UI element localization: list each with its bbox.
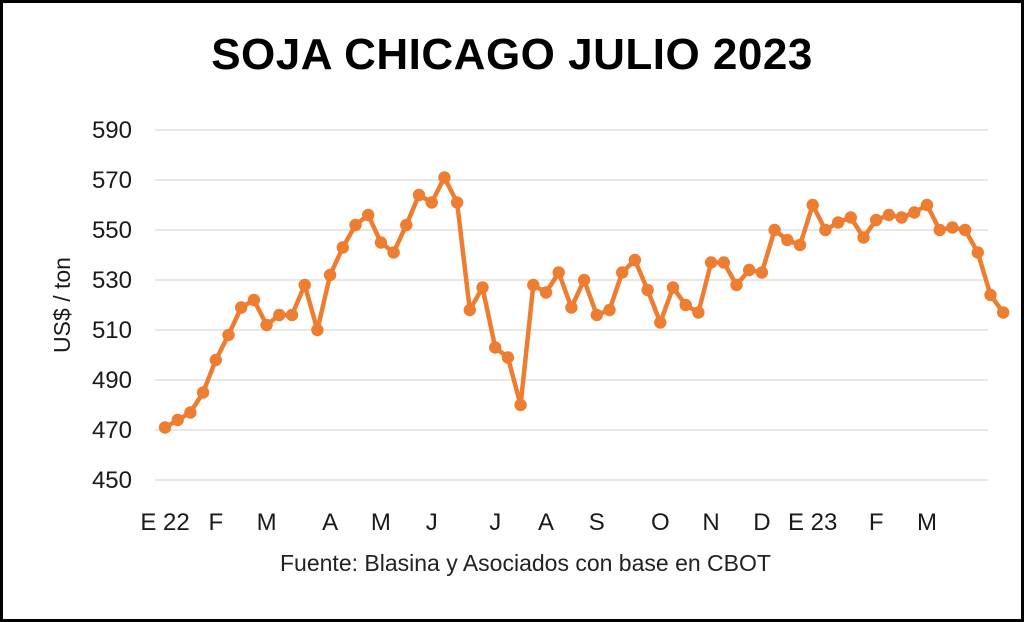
data-point: [577, 273, 591, 287]
data-point: [438, 171, 451, 184]
data-point: [717, 256, 730, 269]
data-point: [806, 198, 819, 212]
data-point: [831, 216, 845, 229]
data-point: [311, 323, 324, 337]
x-tick-label: M: [257, 509, 277, 536]
y-tick-label: 590: [92, 117, 132, 144]
data-point: [654, 316, 667, 329]
data-point: [412, 188, 426, 202]
data-point: [158, 421, 172, 434]
data-point: [882, 208, 896, 222]
data-point: [539, 286, 553, 299]
data-point: [222, 328, 235, 342]
x-tick-label: N: [702, 509, 719, 536]
data-point: [527, 278, 540, 292]
data-point: [552, 266, 565, 279]
data-point: [323, 268, 337, 282]
data-point: [819, 223, 832, 237]
data-point: [247, 293, 261, 307]
y-axis-label: US$ / ton: [49, 257, 75, 353]
data-point: [781, 233, 794, 247]
gridlines: [155, 129, 988, 481]
y-tick-label: 490: [92, 367, 132, 394]
data-point: [196, 386, 210, 399]
data-point: [730, 278, 743, 292]
y-tick-label: 570: [92, 167, 132, 194]
chart-title: SOJA CHICAGO JULIO 2023: [211, 30, 813, 79]
x-tick-labels: E 22 F M A M J J A S O N D E 23 F M: [140, 509, 937, 536]
data-point: [603, 303, 616, 317]
x-tick-label: A: [538, 509, 554, 536]
x-tick-label: S: [589, 509, 605, 536]
data-point: [793, 238, 807, 252]
y-tick-label: 470: [92, 417, 132, 444]
data-point: [489, 341, 502, 354]
y-tick-labels: 450 470 490 510 530 550 570 590: [92, 117, 132, 494]
data-point: [692, 306, 705, 319]
data-point: [946, 221, 959, 234]
data-point: [235, 301, 248, 314]
data-point: [349, 218, 362, 232]
data-point: [285, 308, 299, 322]
data-point: [908, 206, 921, 219]
y-tick-label: 510: [92, 317, 132, 344]
y-tick-label: 530: [92, 267, 132, 294]
data-point: [501, 351, 515, 364]
data-point: [565, 301, 578, 314]
data-point: [273, 308, 286, 322]
data-point: [997, 306, 1010, 319]
data-point: [857, 231, 870, 244]
data-point: [920, 198, 934, 212]
data-point: [298, 278, 311, 292]
data-point: [616, 266, 629, 279]
data-point: [463, 303, 476, 317]
y-tick-label: 450: [92, 467, 132, 494]
data-point: [895, 211, 908, 224]
x-tick-label: E 23: [788, 509, 837, 536]
data-point: [679, 298, 692, 312]
x-tick-label: J: [489, 509, 501, 536]
x-tick-label: M: [371, 509, 391, 536]
data-point: [844, 211, 857, 224]
data-point: [425, 196, 438, 209]
x-tick-label: F: [869, 509, 884, 536]
data-point: [400, 218, 413, 232]
data-point: [958, 223, 972, 237]
y-tick-label: 550: [92, 217, 132, 244]
data-point: [755, 266, 769, 279]
source-note: Fuente: Blasina y Asociados con base en …: [280, 550, 771, 576]
data-point: [387, 246, 400, 259]
data-point: [984, 288, 997, 302]
data-points: [158, 171, 1010, 434]
data-point: [171, 413, 184, 427]
data-point: [374, 236, 388, 249]
data-point: [209, 353, 222, 367]
x-tick-label: J: [426, 509, 438, 536]
x-tick-label: E 22: [140, 509, 189, 536]
data-point: [336, 241, 349, 254]
data-point: [666, 281, 680, 294]
data-point: [933, 223, 946, 237]
x-tick-label: D: [753, 509, 770, 536]
data-point: [476, 281, 489, 294]
x-tick-label: O: [651, 509, 670, 536]
data-point: [362, 208, 375, 222]
x-tick-label: F: [208, 509, 223, 536]
data-point: [704, 256, 718, 269]
data-point: [184, 406, 197, 419]
data-point: [514, 398, 527, 412]
x-tick-label: A: [322, 509, 338, 536]
data-point: [743, 263, 756, 277]
data-point: [971, 246, 984, 259]
data-point: [590, 308, 603, 322]
data-point: [768, 223, 781, 237]
data-point: [641, 283, 654, 297]
data-point: [260, 318, 273, 332]
x-tick-label: M: [917, 509, 937, 536]
data-point: [450, 196, 464, 209]
data-point: [870, 213, 883, 227]
data-point: [628, 253, 642, 267]
